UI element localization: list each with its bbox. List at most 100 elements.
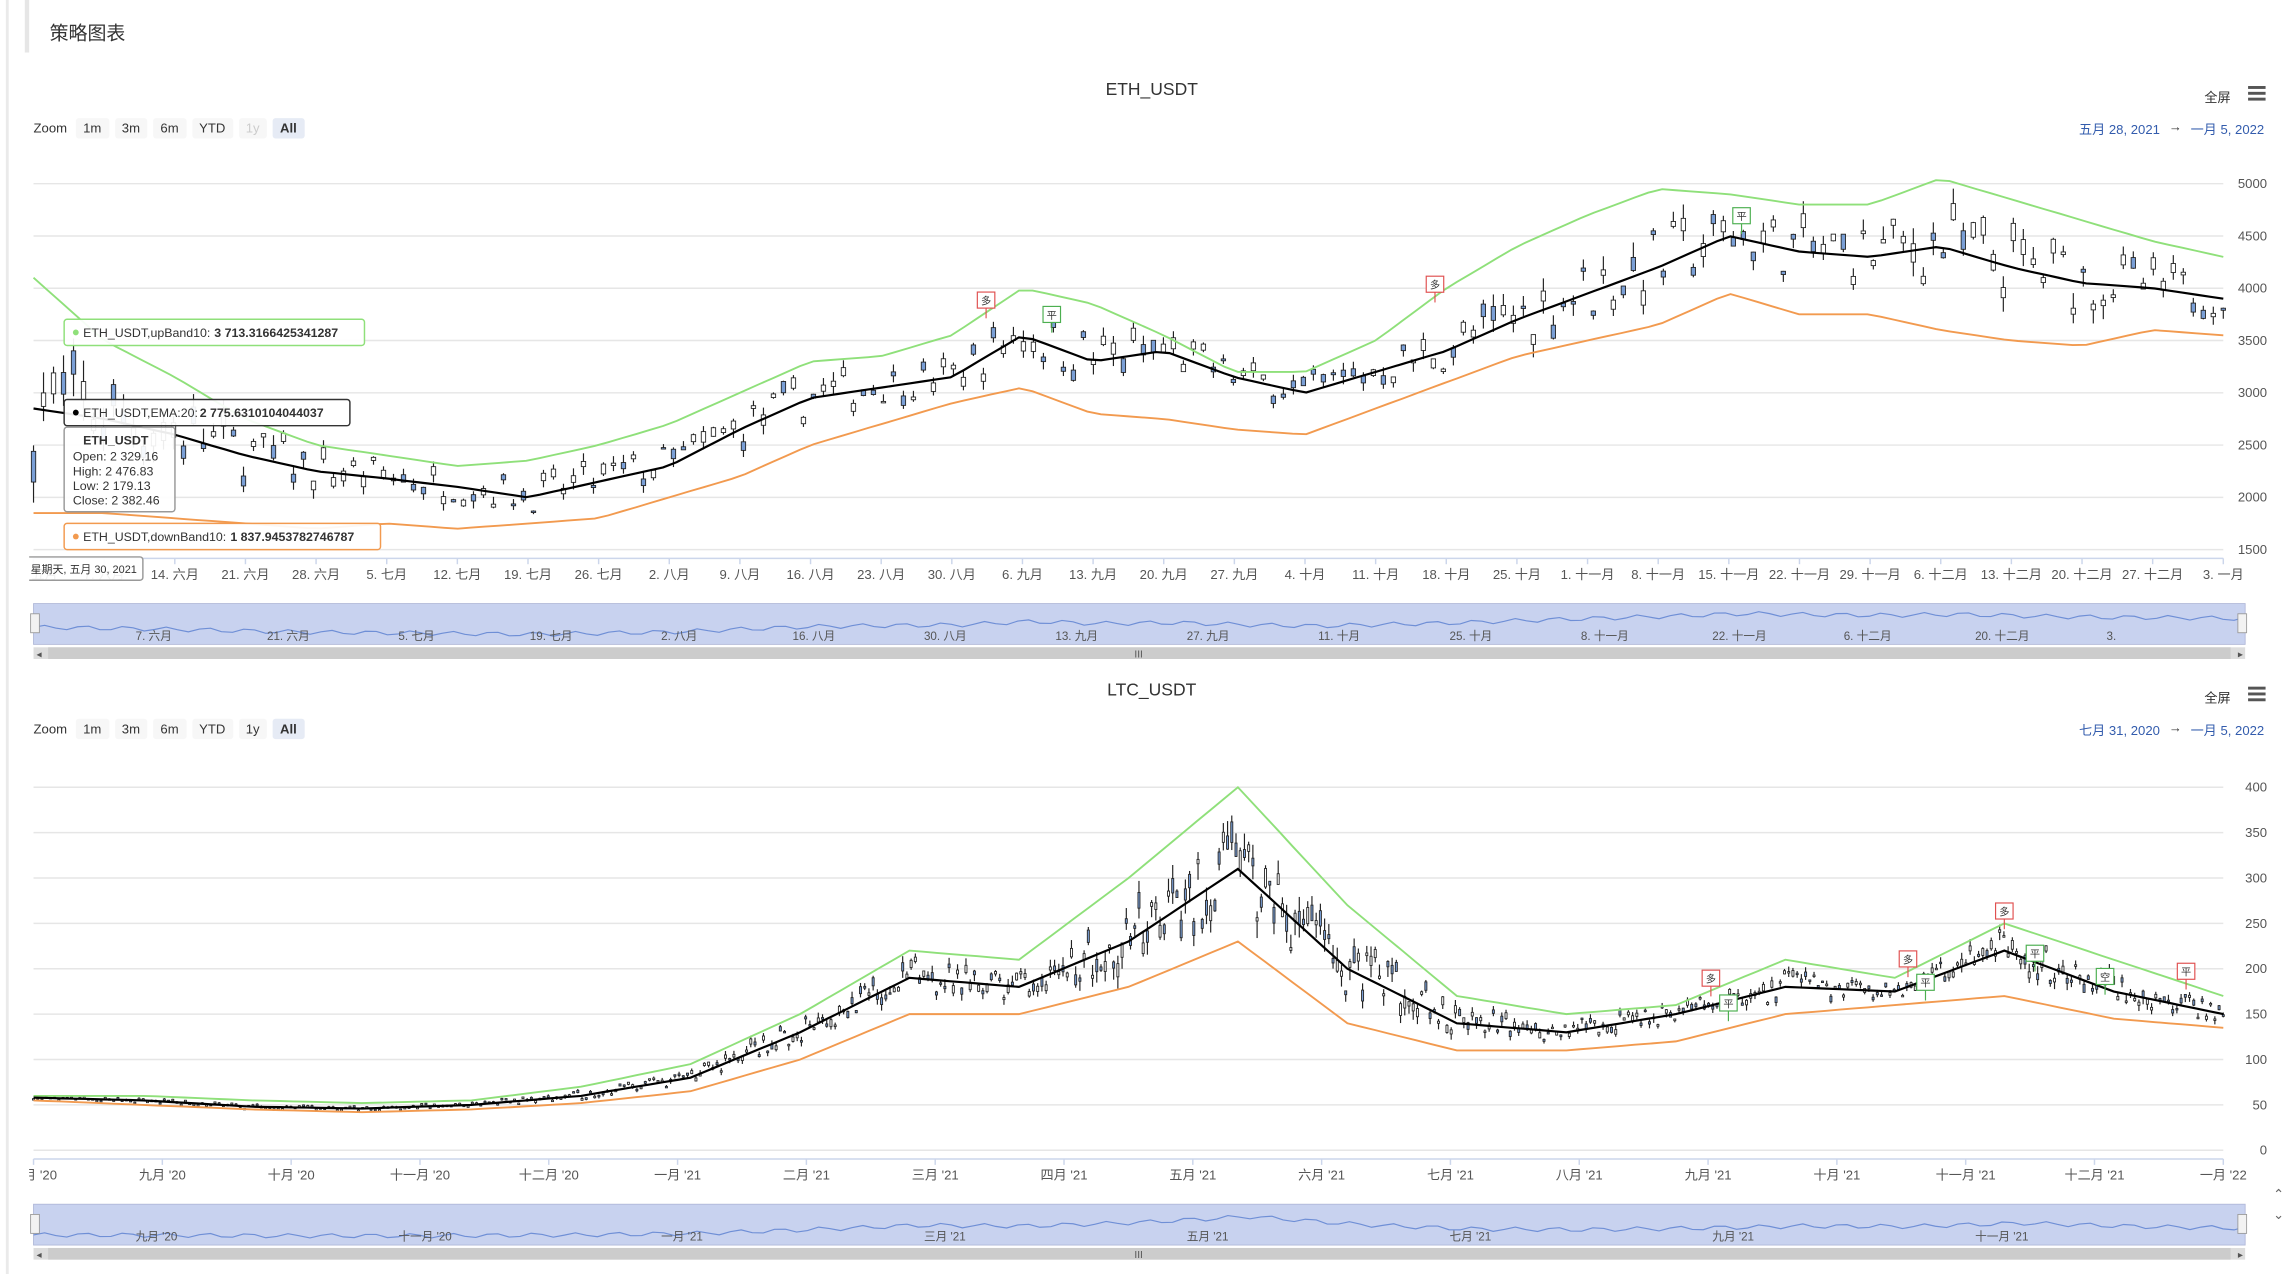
candle-body	[1610, 1026, 1613, 1033]
menu-icon[interactable]	[2248, 686, 2266, 702]
candle-body	[1563, 1024, 1567, 1028]
candle-body	[420, 1103, 424, 1106]
candle-body	[1870, 260, 1876, 267]
candle-body	[639, 1086, 643, 1090]
candle-body	[2010, 222, 2016, 242]
zoom-6m-button[interactable]: 6m	[153, 718, 186, 740]
flag-label: 多	[1706, 973, 1716, 986]
candle-body	[1867, 985, 1871, 990]
zoom-all-button[interactable]: All	[272, 118, 305, 139]
candle-body	[1496, 1029, 1500, 1033]
candle-body	[1352, 946, 1356, 963]
candle-body	[1880, 994, 1884, 997]
candle-body	[749, 1038, 753, 1045]
flag-box	[1994, 902, 2014, 920]
candle-body	[1133, 925, 1137, 929]
candle-body	[1816, 985, 1820, 988]
candle-body	[320, 447, 327, 460]
candle-body	[1074, 974, 1078, 986]
candle-body	[2221, 1014, 2225, 1017]
candle-body	[2015, 950, 2019, 954]
candle-body	[1521, 1023, 1525, 1029]
candle-body	[1981, 948, 1985, 956]
chart-panel-ltc: LTC_USDT 全屏 Zoom 1m 3m 6m YTD 1y All 七月 …	[29, 671, 2274, 1269]
candle-body	[302, 1104, 306, 1107]
candle-body	[800, 416, 807, 425]
flag-box	[1042, 305, 1062, 324]
y-tick-label: 100	[2245, 1052, 2267, 1067]
candle-body	[1373, 949, 1377, 959]
candle-body	[1600, 269, 1606, 276]
candle-body	[724, 1054, 727, 1059]
zoom-1m-button[interactable]: 1m	[75, 718, 109, 740]
range-to[interactable]: 一月 5, 2022	[2190, 723, 2265, 738]
candle-body	[1154, 902, 1158, 910]
menu-icon[interactable]	[2248, 86, 2266, 101]
candle-body	[960, 376, 967, 387]
x-tick-label: 23. 八月	[857, 567, 905, 582]
candle-body	[420, 486, 427, 495]
ltc-chart-svg[interactable]: 400 350 300 250 200 150 100 50 0 八月 '20 九月 '20 十月 '…	[29, 741, 2274, 1269]
zoom-ytd-button[interactable]: YTD	[191, 118, 233, 139]
range-from[interactable]: 七月 31, 2020	[2078, 723, 2160, 738]
candle-body	[680, 446, 687, 451]
page-scroll-down-icon[interactable]: ⌄	[2273, 1207, 2285, 1222]
candle-body	[2217, 1005, 2221, 1011]
candle-body	[1272, 906, 1276, 924]
x-tick-label: 21. 六月	[221, 567, 269, 582]
candle-body	[1462, 1017, 1466, 1023]
candle-body	[1930, 232, 1936, 241]
candle-body	[1006, 984, 1010, 993]
zoom-1m-button[interactable]: 1m	[75, 118, 109, 139]
candle-body	[901, 962, 905, 972]
zoom-1y-button[interactable]: 1y	[238, 118, 267, 139]
candle-body	[745, 1049, 749, 1053]
zoom-all-button[interactable]: All	[272, 718, 305, 740]
zoom-3m-button[interactable]: 3m	[114, 118, 148, 139]
candle-body	[1137, 891, 1141, 909]
scrollbar-grip: III	[1134, 1250, 1143, 1261]
candle-body	[656, 1080, 660, 1083]
candle-body	[1930, 967, 1934, 973]
x-tick-label: 十二月 '20	[519, 1167, 579, 1182]
y-tick-label: 0	[2260, 1143, 2267, 1158]
tooltip-ohlc-high: High: 2 476.83	[73, 464, 154, 478]
zoom-ytd-button[interactable]: YTD	[191, 718, 233, 740]
candle-body	[1970, 222, 1976, 238]
candle-body	[546, 1095, 550, 1098]
candle-body	[1550, 1026, 1554, 1030]
candle-body	[1099, 966, 1103, 971]
candle-body	[1888, 992, 1892, 996]
candle-body	[1998, 929, 2002, 933]
candle-body	[540, 472, 547, 482]
candle-body	[1780, 270, 1786, 275]
flag-label: 平	[1920, 979, 1930, 990]
candle-body	[1348, 961, 1352, 968]
fullscreen-button[interactable]: 全屏	[2204, 691, 2231, 706]
page-scroll-up-icon[interactable]: ⌃	[2273, 1186, 2285, 1202]
candle-body	[2175, 1008, 2179, 1011]
zoom-3m-button[interactable]: 3m	[114, 718, 148, 740]
candle-body	[1812, 974, 1816, 977]
zoom-6m-button[interactable]: 6m	[153, 118, 186, 139]
candle-body	[2030, 258, 2036, 265]
candle-body	[1690, 266, 1696, 276]
candle-body	[2209, 1003, 2213, 1006]
candle-body	[250, 441, 257, 447]
candle-body	[622, 1084, 626, 1087]
range-from[interactable]: 五月 28, 2021	[2078, 122, 2160, 138]
candle-body	[1327, 934, 1331, 940]
zoom-1y-button[interactable]: 1y	[238, 718, 267, 740]
candle-body	[1901, 994, 1905, 998]
candle-body	[686, 1072, 689, 1076]
candle-body	[560, 487, 567, 495]
candle-body	[1631, 1015, 1635, 1022]
candle-body	[990, 327, 997, 339]
fullscreen-button[interactable]: 全屏	[2204, 90, 2231, 105]
eth-chart-svg[interactable]: 5000450040003500300025002000150031. 五月7.…	[29, 140, 2274, 668]
navigator-handle	[2237, 613, 2248, 634]
range-to[interactable]: 一月 5, 2022	[2190, 122, 2265, 138]
candle-body	[1605, 1026, 1609, 1033]
candle-body	[380, 469, 387, 479]
